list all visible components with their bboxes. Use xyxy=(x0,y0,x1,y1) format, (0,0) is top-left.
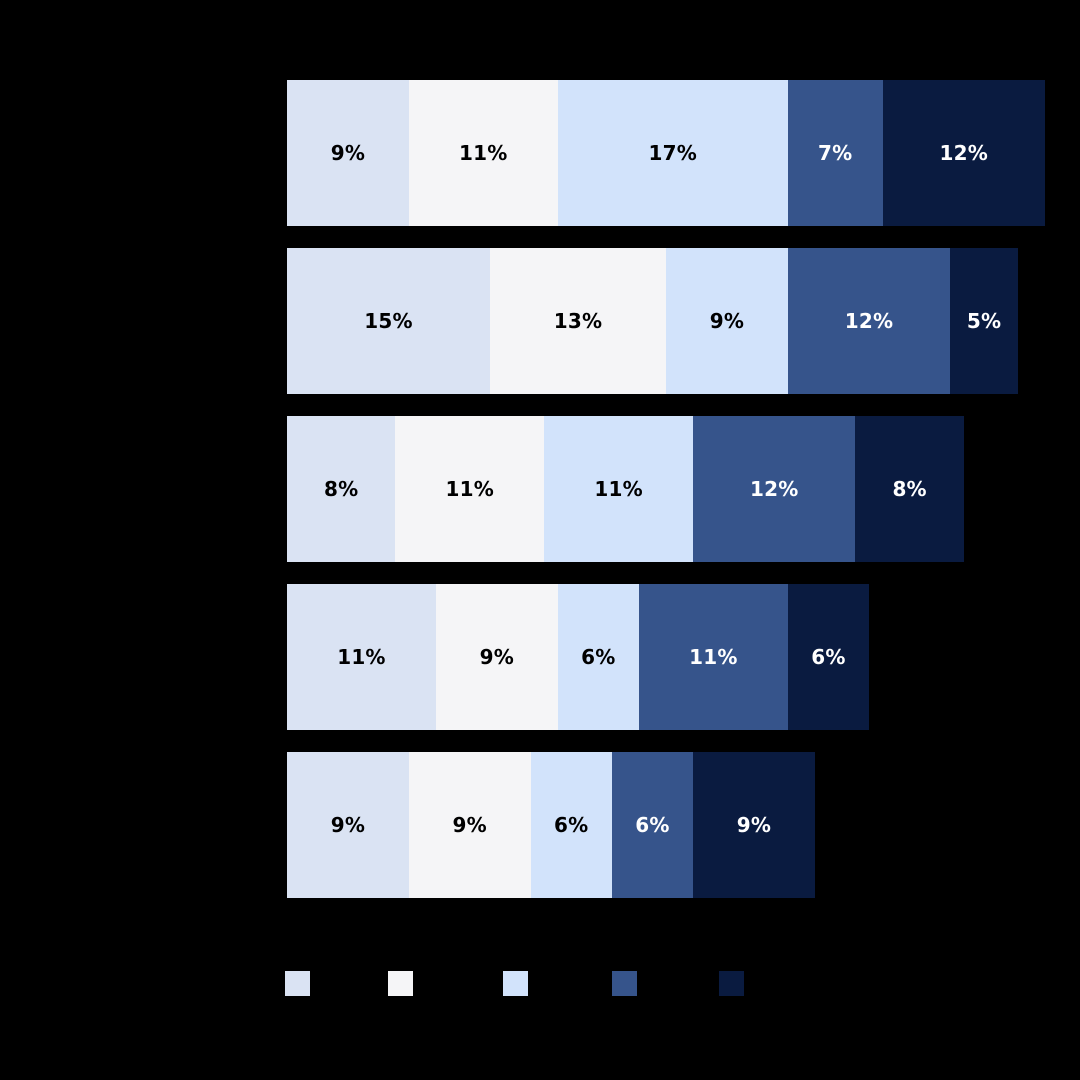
bar-segment: 9% xyxy=(287,752,409,898)
bar-segment: 7% xyxy=(787,80,883,226)
bar-segment-label: 17% xyxy=(648,141,697,165)
bar-row: 8% 11% 11% 12% 8% xyxy=(287,416,964,562)
bar-segment-label: 11% xyxy=(459,141,508,165)
bar-segment: 9% xyxy=(665,248,788,394)
bar-segment-label: 8% xyxy=(323,477,359,501)
bar-segment-label: 11% xyxy=(689,645,738,669)
bar-segment-label: 11% xyxy=(337,645,386,669)
bar-row: 15% 13% 9% 12% 5% xyxy=(287,248,1018,394)
legend-swatch xyxy=(285,971,310,996)
legend-swatch xyxy=(612,971,637,996)
bar-segment: 9% xyxy=(693,752,815,898)
bar-segment: 6% xyxy=(557,584,639,730)
bar-segment-label: 6% xyxy=(635,813,670,837)
bar-row: 11% 9% 6% 11% 6% xyxy=(287,584,869,730)
bar-segment: 8% xyxy=(287,416,396,562)
bar-segment: 12% xyxy=(882,80,1045,226)
bar-segment-label: 9% xyxy=(330,141,366,165)
bar-segment-label: 13% xyxy=(553,309,603,333)
bar-segment-label: 6% xyxy=(554,813,589,837)
bar-segment-label: 8% xyxy=(892,477,927,501)
bar-segment: 9% xyxy=(287,80,409,226)
bar-segment: 6% xyxy=(530,752,612,898)
bar-segment-label: 7% xyxy=(817,141,853,165)
bar-segment: 15% xyxy=(287,248,491,394)
legend-swatch xyxy=(503,971,528,996)
bar-segment-label: 9% xyxy=(479,645,514,669)
bar-segment: 6% xyxy=(611,752,694,898)
legend-swatch xyxy=(388,971,413,996)
bar-segment-label: 11% xyxy=(445,477,494,501)
bar-segment: 17% xyxy=(557,80,788,226)
bar-segment-label: 12% xyxy=(750,477,799,501)
bar-segment: 12% xyxy=(787,248,951,394)
bar-segment-label: 5% xyxy=(966,309,1002,333)
bar-segment-label: 6% xyxy=(581,645,616,669)
bar-segment: 11% xyxy=(544,416,694,562)
bar-segment-label: 12% xyxy=(939,141,988,165)
bar-segment-label: 9% xyxy=(452,813,487,837)
bar-segment: 13% xyxy=(490,248,666,394)
bar-segment-label: 9% xyxy=(736,813,772,837)
bar-segment-label: 9% xyxy=(709,309,745,333)
bar-segment: 6% xyxy=(787,584,869,730)
bar-segment: 11% xyxy=(287,584,436,730)
bar-segment: 9% xyxy=(435,584,558,730)
bar-segment-label: 9% xyxy=(330,813,366,837)
bar-segment: 5% xyxy=(950,248,1018,394)
bar-row: 9% 9% 6% 6% 9% xyxy=(287,752,815,898)
bar-segment: 11% xyxy=(395,416,545,562)
bar-segment-label: 6% xyxy=(811,645,846,669)
bar-segment-label: 15% xyxy=(364,309,413,333)
bar-segment: 8% xyxy=(855,416,964,562)
bar-segment: 11% xyxy=(638,584,788,730)
bar-segment: 9% xyxy=(408,752,531,898)
bar-row: 9% 11% 17% 7% 12% xyxy=(287,80,1045,226)
bar-segment: 12% xyxy=(693,416,856,562)
bar-segment: 11% xyxy=(408,80,558,226)
bar-segment-label: 11% xyxy=(594,477,643,501)
bar-segment-label: 12% xyxy=(844,309,894,333)
legend-swatch xyxy=(719,971,744,996)
